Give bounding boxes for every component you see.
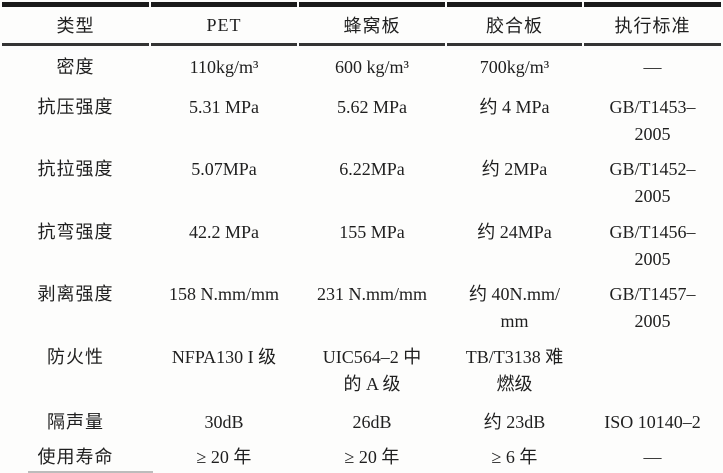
table-cell: ≥ 20 年 (344, 447, 400, 467)
table-row-density: 密度 110kg/m³ 600 kg/m³ 700kg/m³ — (2, 46, 721, 90)
table-row-fire-resistance: 防火性 NFPA130 I 级 UIC564–2 中 的 A 级 TB/T313… (2, 340, 721, 405)
row-label: 防火性 (47, 347, 104, 367)
table-cell: NFPA130 I 级 (171, 347, 277, 367)
row-label: 密度 (56, 57, 95, 77)
column-header-pet: PET (151, 2, 297, 46)
table-cell: 26dB (352, 412, 392, 432)
table-cell (584, 340, 721, 405)
table-cell: 158 N.mm/mm (168, 284, 279, 304)
row-label: 使用寿命 (37, 447, 114, 467)
table-cell: 700kg/m³ (479, 57, 550, 77)
table-row-tensile-strength: 抗拉强度 5.07MPa 6.22MPa 约 2MPa GB/T1452– 20… (2, 152, 721, 215)
table-cell: GB/T1453– 2005 (609, 97, 696, 144)
row-label: 抗压强度 (37, 97, 114, 117)
table-cell: ≥ 6 年 (491, 447, 538, 467)
table-cell: 155 MPa (339, 222, 405, 242)
header-row: 类型 PET 蜂窝板 胶合板 执行标准 (2, 2, 721, 46)
table-cell: — (643, 57, 662, 77)
table-cell: 5.62 MPa (336, 97, 407, 117)
table-cell: 约 23dB (483, 412, 546, 432)
table-cell: 6.22MPa (339, 159, 405, 179)
table-cell: UIC564–2 中 的 A 级 (322, 347, 422, 394)
table-row-sound-insulation: 隔声量 30dB 26dB 约 23dB ISO 10140–2 (2, 405, 721, 440)
row-label: 剥离强度 (37, 284, 114, 304)
table-cell: 约 24MPa (477, 222, 552, 242)
table-cell: 600 kg/m³ (335, 57, 409, 77)
table-cell: ≥ 20 年 (196, 447, 252, 467)
table-cell: 5.31 MPa (188, 97, 259, 117)
table-cell: ISO 10140–2 (604, 412, 701, 432)
table-row-compressive-strength: 抗压强度 5.31 MPa 5.62 MPa 约 4 MPa GB/T1453–… (2, 90, 721, 152)
table-cell: 5.07MPa (191, 159, 257, 179)
table-cell: 231 N.mm/mm (316, 284, 427, 304)
table-cell: 42.2 MPa (188, 222, 259, 242)
table-cell: 110kg/m³ (189, 57, 259, 77)
table-cell: 约 40N.mm/ mm (468, 284, 560, 331)
table-cell: GB/T1457– 2005 (609, 284, 696, 331)
column-header-plywood: 胶合板 (447, 2, 582, 46)
table-cell: TB/T3138 难 燃级 (465, 347, 564, 394)
table-cell: 约 4 MPa (479, 97, 550, 117)
table-row-peel-strength: 剥离强度 158 N.mm/mm 231 N.mm/mm 约 40N.mm/ m… (2, 277, 721, 340)
column-header-honeycomb: 蜂窝板 (299, 2, 445, 46)
row-label: 抗弯强度 (37, 222, 114, 242)
table-cell: 30dB (204, 412, 244, 432)
table-row-bending-strength: 抗弯强度 42.2 MPa 155 MPa 约 24MPa GB/T1456– … (2, 215, 721, 277)
row-label: 抗拉强度 (37, 159, 114, 179)
row-label: 隔声量 (47, 412, 104, 432)
table-cell: GB/T1456– 2005 (609, 222, 696, 269)
column-header-standard: 执行标准 (584, 2, 721, 46)
table-cell: — (643, 447, 662, 467)
table-row-service-life: 使用寿命 ≥ 20 年 ≥ 20 年 ≥ 6 年 — (2, 440, 721, 471)
column-header-type: 类型 (2, 2, 149, 46)
table-cell: GB/T1452– 2005 (609, 159, 696, 206)
table-cell: 约 2MPa (481, 159, 548, 179)
